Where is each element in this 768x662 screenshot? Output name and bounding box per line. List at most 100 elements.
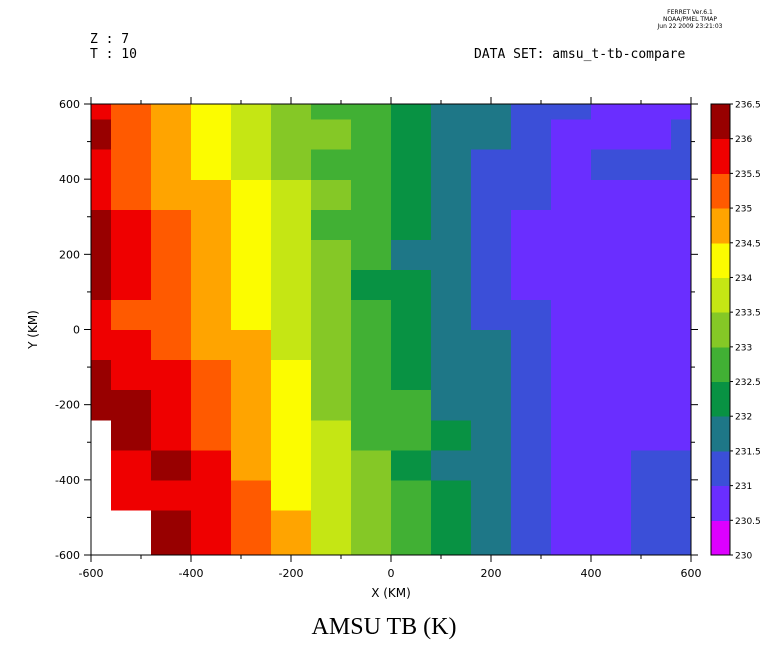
heatmap-cell (671, 539, 692, 556)
heatmap-cell (591, 149, 632, 180)
y-tick-label: -400 (55, 474, 80, 487)
heatmap-cell (151, 359, 192, 391)
heatmap-cell (671, 149, 692, 180)
heatmap-cell (391, 179, 432, 210)
heatmap-cell (311, 239, 352, 270)
heatmap-cell (631, 179, 672, 210)
heatmap-cell (191, 509, 232, 541)
heatmap-cell (351, 419, 392, 451)
heatmap-cell (511, 149, 552, 180)
heatmap-cell (511, 329, 552, 361)
heatmap-cell (111, 419, 152, 451)
heatmap-cell (351, 179, 392, 210)
heatmap-cell (91, 209, 112, 240)
heatmap-cell (591, 449, 632, 481)
heatmap-cell (91, 299, 112, 331)
heatmap-cell (191, 149, 232, 180)
heatmap-cell (471, 119, 512, 150)
colorbar-swatch (711, 450, 730, 487)
heatmap-cell (511, 419, 552, 451)
heatmap-cell (231, 479, 272, 511)
heatmap-cell (591, 119, 632, 150)
heatmap-cell (191, 299, 232, 331)
heatmap-cell (671, 359, 692, 391)
heatmap-cell (271, 449, 312, 481)
x-tick-label: 0 (388, 567, 395, 580)
colorbar-label: 234 (735, 274, 752, 284)
heatmap-cell (551, 479, 592, 511)
heatmap-cell (471, 149, 512, 180)
dataset-label: DATA SET: amsu_t-tb-compare (474, 47, 686, 62)
heatmap-cell (391, 119, 432, 150)
heatmap-cell (671, 179, 692, 210)
heatmap-cell (631, 104, 672, 120)
heatmap-cell (231, 179, 272, 210)
heatmap-cell (391, 149, 432, 180)
heatmap-cell (231, 269, 272, 301)
heatmap-cell (511, 299, 552, 331)
heatmap-cell (351, 359, 392, 391)
heatmap-cell (671, 479, 692, 511)
heatmap-cell (591, 239, 632, 270)
heatmap-cell (551, 329, 592, 361)
colorbar-label: 230 (735, 552, 752, 562)
heatmap-cell (271, 269, 312, 301)
heatmap-cell (591, 299, 632, 331)
heatmap-cell (431, 299, 472, 331)
heatmap-cell (351, 239, 392, 270)
chart-title: AMSU TB (K) (311, 614, 457, 640)
heatmap-cell (431, 389, 472, 421)
heatmap-cell (591, 419, 632, 451)
heatmap-cell (511, 389, 552, 421)
heatmap-cell (471, 479, 512, 511)
heatmap-cell (351, 209, 392, 240)
heatmap-cell (191, 119, 232, 150)
heatmap-cell (231, 449, 272, 481)
heatmap-cell (431, 119, 472, 150)
heatmap-cell (391, 299, 432, 331)
x-tick-label: 200 (481, 567, 502, 580)
heatmap-cell (271, 359, 312, 391)
heatmap-cell (271, 389, 312, 421)
heatmap-cell (551, 419, 592, 451)
heatmap-cell (311, 449, 352, 481)
heatmap-cell (311, 419, 352, 451)
heatmap-cell (111, 299, 152, 331)
heatmap-cell (511, 119, 552, 150)
heatmap-cell (591, 509, 632, 541)
heatmap-cell (631, 209, 672, 240)
heatmap-cell (391, 359, 432, 391)
colorbar-label: 232.5 (735, 378, 761, 388)
heatmap-cell (431, 479, 472, 511)
heatmap-cell (431, 419, 472, 451)
heatmap-cell (471, 209, 512, 240)
heatmap-cell (551, 539, 592, 556)
heatmap-cell (111, 179, 152, 210)
heatmap-cell (91, 179, 112, 210)
colorbar-label: 231 (735, 482, 752, 492)
heatmap-cell (91, 329, 112, 361)
heatmap-cell (391, 419, 432, 451)
heatmap-cell (231, 239, 272, 270)
x-tick-label: -200 (279, 567, 304, 580)
heatmap-cell (111, 209, 152, 240)
heatmap-cell (271, 209, 312, 240)
heatmap-cell (391, 269, 432, 301)
heatmap-cell (231, 149, 272, 180)
heatmap-cell (351, 299, 392, 331)
colorbar-group: 230 230.5 231 231.5 232 232.5 233 233.5 234 234.5… (710, 101, 761, 562)
heatmap-cell (511, 239, 552, 270)
heatmap-cell (551, 359, 592, 391)
heatmap-cell (111, 119, 152, 150)
heatmap-cell (351, 389, 392, 421)
heatmap-cell (471, 179, 512, 210)
heatmap-cell (631, 269, 672, 301)
heatmap-cell (391, 509, 432, 541)
heatmap-cell (231, 299, 272, 331)
heatmap-cell (151, 299, 192, 331)
heatmap-cell (231, 119, 272, 150)
heatmap-cell (471, 359, 512, 391)
heatmap-cell (551, 239, 592, 270)
heatmap-cell (511, 479, 552, 511)
heatmap-cell (151, 389, 192, 421)
